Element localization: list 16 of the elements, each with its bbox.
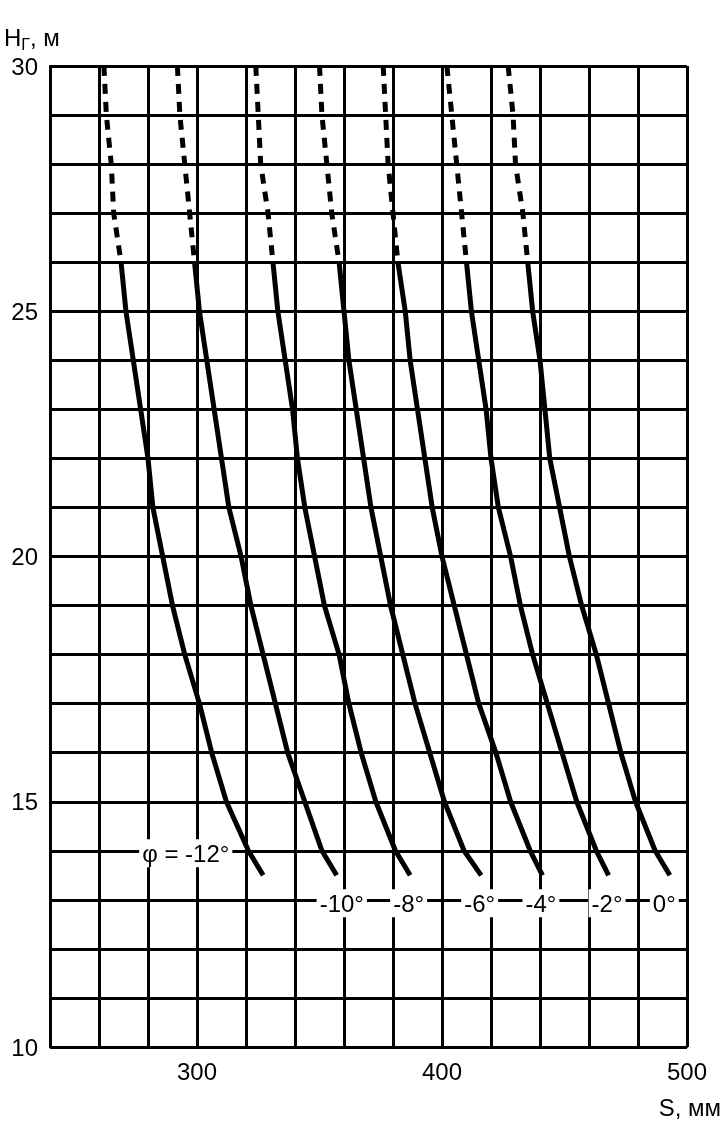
x-tick-label: 300 [176,1057,218,1085]
y-tick-label: 20 [11,543,38,570]
series-label: -8° [393,889,425,917]
series-label: -4° [525,889,557,917]
x-axis-title: S, мм [658,1093,721,1121]
y-tick-label: 15 [11,788,38,816]
y-tick-label: 10 [11,1033,38,1061]
y-tick-label: 25 [11,297,38,325]
series-label: -10° [319,889,364,917]
x-tick-label: 500 [666,1057,708,1085]
series-label: 0° [652,889,676,917]
series-label: φ = -12° [142,839,230,867]
y-tick-label: 30 [11,52,38,80]
x-tick-label: 400 [421,1057,463,1085]
series-label: -6° [464,889,496,917]
series-label: -2° [591,889,623,917]
